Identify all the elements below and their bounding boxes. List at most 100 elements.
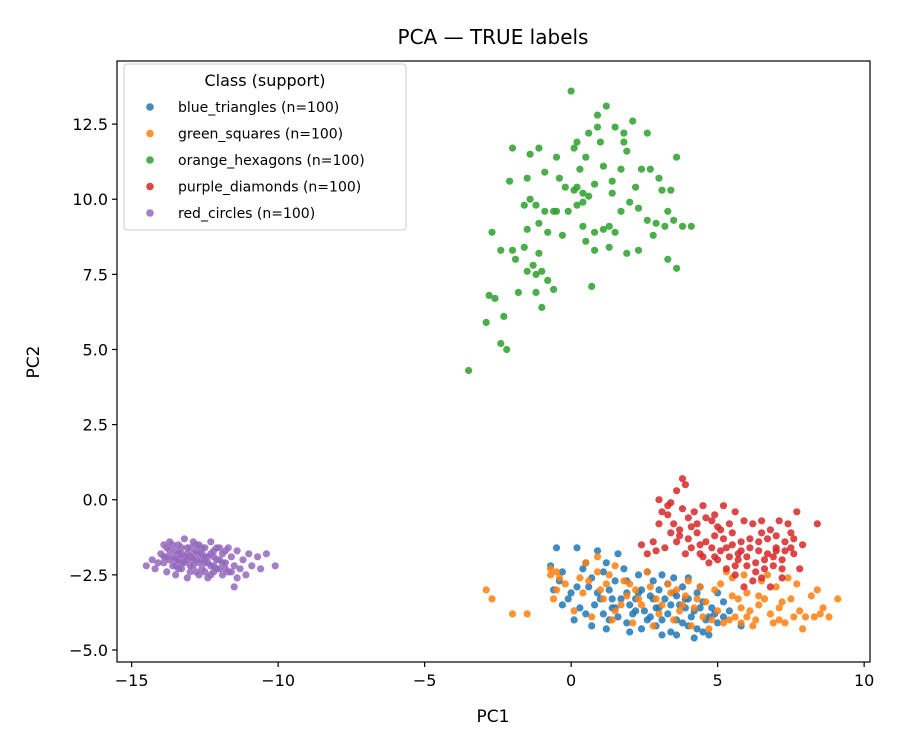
scatter-point xyxy=(210,562,218,570)
scatter-point xyxy=(564,207,572,215)
y-tick-label: 7.5 xyxy=(83,265,108,284)
scatter-point xyxy=(752,559,760,567)
scatter-point xyxy=(670,216,678,224)
scatter-point xyxy=(160,559,168,567)
scatter-point xyxy=(749,622,757,630)
scatter-point xyxy=(482,586,490,594)
scatter-point xyxy=(602,580,610,588)
y-tick-label: −5.0 xyxy=(69,641,108,660)
scatter-point xyxy=(784,574,792,582)
scatter-point xyxy=(749,520,757,528)
scatter-point xyxy=(743,613,751,621)
scatter-point xyxy=(696,604,704,612)
scatter-point xyxy=(177,559,186,567)
scatter-point xyxy=(541,168,549,176)
scatter-point xyxy=(693,520,701,528)
legend-items: blue_triangles (n=100) green_squares (n=1… xyxy=(146,100,365,222)
x-axis-label: PC1 xyxy=(477,707,510,727)
scatter-point xyxy=(711,586,719,594)
scatter-point xyxy=(664,502,672,510)
scatter-point xyxy=(623,592,631,600)
scatter-point xyxy=(523,174,531,182)
scatter-point xyxy=(673,631,681,639)
scatter-point xyxy=(538,303,546,311)
scatter-point xyxy=(649,622,657,630)
scatter-point xyxy=(834,595,842,603)
scatter-point xyxy=(582,610,590,618)
scatter-point xyxy=(239,556,247,564)
scatter-point xyxy=(227,568,235,576)
scatter-point xyxy=(664,207,672,215)
scatter-point xyxy=(699,502,707,510)
scatter-point xyxy=(532,288,540,296)
scatter-point xyxy=(186,544,194,552)
scatter-point xyxy=(763,571,772,579)
scatter-point xyxy=(664,511,672,519)
legend-label: green_squares (n=100) xyxy=(178,127,343,143)
scatter-point xyxy=(673,264,681,272)
legend-marker xyxy=(146,182,154,191)
scatter-point xyxy=(599,595,608,603)
scatter-point xyxy=(148,556,156,564)
scatter-point xyxy=(664,610,672,618)
scatter-point xyxy=(681,550,690,558)
scatter-point xyxy=(514,288,523,296)
scatter-point xyxy=(690,508,698,516)
scatter-point xyxy=(611,577,619,585)
scatter-point xyxy=(591,246,599,254)
scatter-point xyxy=(740,583,748,591)
scatter-point xyxy=(763,535,772,543)
scatter-point xyxy=(561,580,569,588)
scatter-point xyxy=(637,165,646,173)
scatter-point xyxy=(588,613,596,621)
scatter-point xyxy=(784,520,792,528)
scatter-point xyxy=(655,496,663,504)
scatter-point xyxy=(807,592,816,600)
scatter-point xyxy=(719,613,728,621)
scatter-point xyxy=(819,604,827,612)
scatter-point xyxy=(570,616,578,624)
scatter-point xyxy=(728,529,736,537)
scatter-point xyxy=(696,541,704,549)
scatter-point xyxy=(218,571,227,579)
scatter-point xyxy=(183,550,191,558)
scatter-point xyxy=(728,541,736,549)
scatter-point xyxy=(655,520,663,528)
scatter-point xyxy=(816,610,824,618)
scatter-point xyxy=(793,580,801,588)
scatter-point xyxy=(526,195,534,203)
scatter-point xyxy=(561,183,569,191)
scatter-point xyxy=(172,571,180,579)
scatter-point xyxy=(585,129,593,137)
scatter-point xyxy=(725,616,734,624)
scatter-point xyxy=(579,589,587,597)
scatter-point xyxy=(652,595,660,603)
scatter-point xyxy=(790,535,798,543)
scatter-point xyxy=(705,559,713,567)
scatter-point xyxy=(547,571,555,579)
scatter-point xyxy=(154,559,162,567)
scatter-point xyxy=(699,628,707,636)
scatter-point xyxy=(620,577,628,585)
scatter-point xyxy=(658,186,666,194)
scatter-point xyxy=(661,595,669,603)
scatter-point xyxy=(576,604,584,612)
scatter-point xyxy=(752,568,760,576)
scatter-point xyxy=(623,147,631,155)
scatter-point xyxy=(564,595,572,603)
scatter-point xyxy=(617,165,625,173)
scatter-point xyxy=(189,550,197,558)
scatter-point xyxy=(746,544,754,552)
scatter-point xyxy=(725,607,734,615)
scatter-point xyxy=(192,568,200,576)
scatter-point xyxy=(488,595,496,603)
y-tick-label: 0.0 xyxy=(83,491,108,510)
scatter-point xyxy=(570,607,578,615)
scatter-point xyxy=(673,538,681,546)
scatter-point xyxy=(717,526,725,534)
scatter-point xyxy=(719,619,728,627)
legend-marker xyxy=(146,209,154,217)
scatter-point xyxy=(673,586,681,594)
scatter-point xyxy=(711,511,719,519)
scatter-point xyxy=(658,616,666,624)
